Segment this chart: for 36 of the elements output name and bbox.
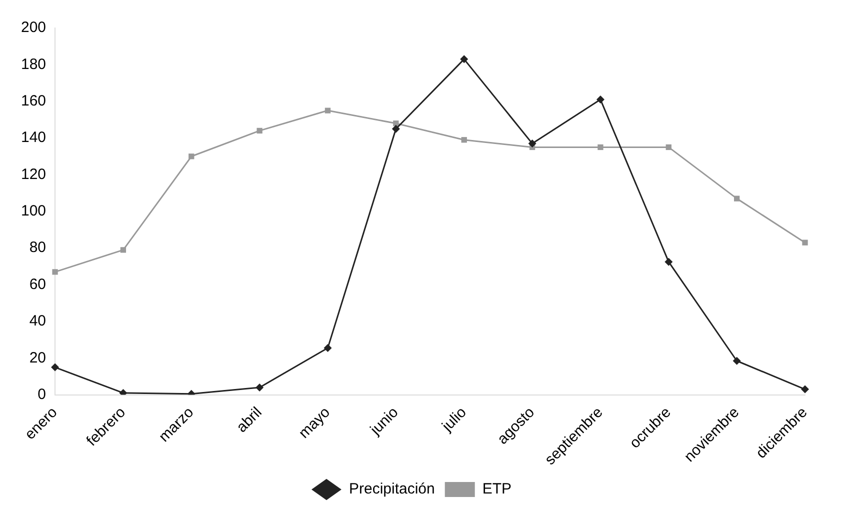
point [461,137,467,143]
point [393,120,399,126]
point [324,344,332,352]
y-tick-label: 120 [20,166,46,183]
point [51,363,60,372]
point [256,128,262,134]
point [596,96,604,104]
y-tick-label: 160 [20,92,46,110]
point [256,383,264,392]
point [120,247,126,253]
point [732,356,741,365]
point [119,388,128,395]
y-tick-label: 180 [20,56,46,73]
y-tick-label: 100 [20,202,46,220]
point [734,196,740,202]
point [664,258,673,266]
point [598,144,604,150]
y-tick-label: 80 [29,239,46,256]
point [188,154,194,160]
point [528,140,536,148]
point [801,385,809,394]
y-tick-label: 140 [20,129,46,146]
y-tick-label: 0 [38,386,46,403]
y-tick-label: 40 [29,312,46,330]
x-tick-label: julio [438,404,470,436]
legend-label: Precipitación [348,480,435,498]
point [324,108,331,114]
legend-label: ETP [482,480,512,498]
y-tick-label: 60 [29,276,46,293]
point [392,124,400,133]
y-tick-label: 20 [29,349,46,366]
point [666,144,672,150]
point [52,269,58,275]
point [460,55,468,64]
point [802,240,808,246]
y-tick-label: 200 [20,19,46,36]
